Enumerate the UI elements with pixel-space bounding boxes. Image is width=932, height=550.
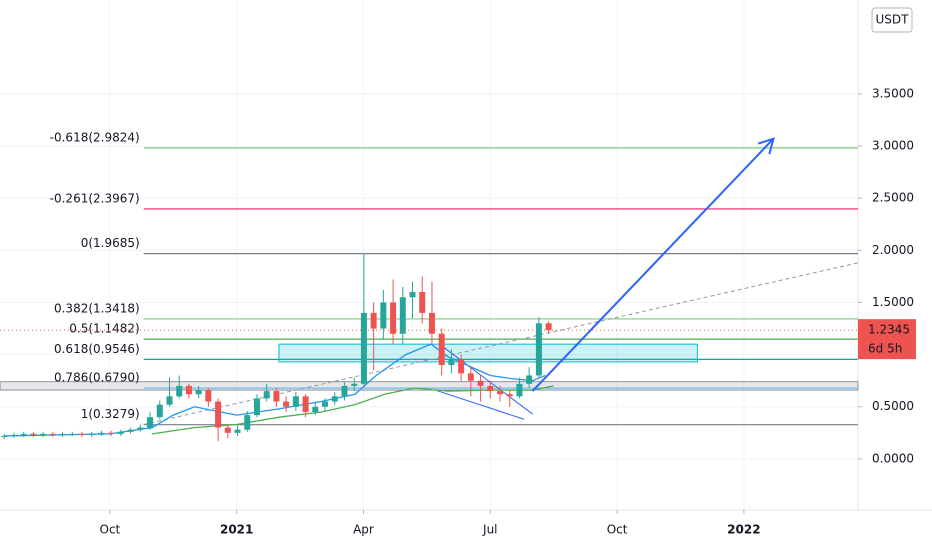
candle-body xyxy=(137,427,144,430)
zone-box xyxy=(278,343,698,363)
candle-body xyxy=(292,396,299,407)
candle-body xyxy=(1,435,8,437)
fib-label: -0.618(2.9824) xyxy=(50,130,140,144)
candle-body xyxy=(215,401,222,428)
candle-body xyxy=(273,391,280,402)
y-tick-label: 0.0000 xyxy=(872,451,914,465)
candle-body xyxy=(78,433,85,435)
candle-body xyxy=(108,432,115,434)
candle-body xyxy=(487,385,494,392)
candle-body xyxy=(49,433,56,435)
candle-body xyxy=(59,433,66,435)
candle-body xyxy=(156,404,163,418)
candle-body xyxy=(147,417,154,428)
support-zone xyxy=(0,381,859,391)
candle-body xyxy=(195,390,202,395)
candle-body xyxy=(263,391,270,399)
candle-body xyxy=(10,434,17,436)
x-tick-label: Apr xyxy=(353,523,374,537)
candle-body xyxy=(302,396,309,412)
candle-body xyxy=(428,312,435,334)
candle-body xyxy=(360,312,367,384)
candle-body xyxy=(244,415,251,430)
candle-body xyxy=(30,433,37,435)
fib-label: 0.5(1.1482) xyxy=(69,322,139,336)
candle-body xyxy=(448,359,455,366)
candle-body xyxy=(545,323,552,331)
candle-body xyxy=(497,391,504,395)
candle-body xyxy=(331,396,338,402)
candle-body xyxy=(166,396,173,405)
fib-label: 0.382(1.3418) xyxy=(54,301,140,315)
x-tick-label: Oct xyxy=(607,523,628,537)
candle-body xyxy=(224,427,231,433)
candle-body xyxy=(205,390,212,402)
candle-body xyxy=(467,373,474,381)
candle-body xyxy=(234,429,241,433)
candle-body xyxy=(438,333,445,366)
candle-body xyxy=(185,385,192,395)
x-tick-label: 2021 xyxy=(220,523,253,537)
candle-body xyxy=(380,302,387,329)
candle-body xyxy=(458,359,465,374)
moving-average xyxy=(152,385,554,435)
candle-body xyxy=(516,383,523,397)
candle-body xyxy=(98,432,105,434)
last-price-box xyxy=(858,319,916,360)
arrow-head xyxy=(757,137,775,155)
y-tick-label: 1.5000 xyxy=(872,295,914,309)
candle-body xyxy=(322,401,329,407)
candle-body xyxy=(127,429,134,432)
candle-body xyxy=(283,401,290,407)
trend-line xyxy=(143,262,859,425)
candle-body xyxy=(390,302,397,334)
y-tick-label: 3.0000 xyxy=(872,139,914,153)
countdown-label: 6d 5h xyxy=(868,342,902,356)
candle-body xyxy=(312,406,319,412)
candle-body xyxy=(341,385,348,397)
last-price-label: 1.2345 xyxy=(868,323,910,337)
fib-label: 0(1.9685) xyxy=(81,236,140,250)
currency-badge[interactable] xyxy=(871,7,913,33)
fib-label: 0.786(0.6790) xyxy=(54,371,140,385)
currency-label: USDT xyxy=(876,13,910,27)
y-tick-label: 2.0000 xyxy=(872,243,914,257)
candle-body xyxy=(477,380,484,386)
projection-arrow xyxy=(531,138,775,392)
wedge-line xyxy=(439,343,533,415)
y-tick-label: 0.5000 xyxy=(872,399,914,413)
candle-body xyxy=(419,292,426,313)
candle-body xyxy=(117,431,124,434)
x-tick-label: 2022 xyxy=(727,523,760,537)
x-tick-label: Oct xyxy=(100,523,121,537)
candle-body xyxy=(351,383,358,386)
candle-body xyxy=(40,433,47,435)
candle-body xyxy=(506,394,513,397)
candle-body xyxy=(370,312,377,329)
candle-body xyxy=(526,375,533,384)
candle-body xyxy=(535,323,542,376)
fib-label: 0.618(0.9546) xyxy=(54,342,140,356)
moving-average xyxy=(4,343,546,437)
candle-body xyxy=(399,297,406,334)
candle-body xyxy=(69,433,76,435)
fib-label: 1(0.3279) xyxy=(81,407,140,421)
candle-body xyxy=(176,385,183,397)
candle-body xyxy=(20,433,27,435)
candle-body xyxy=(88,433,95,435)
y-tick-label: 2.5000 xyxy=(872,191,914,205)
x-tick-label: Jul xyxy=(482,523,497,537)
candle-body xyxy=(253,398,260,416)
candle-body xyxy=(409,292,416,298)
fib-label: -0.261(2.3967) xyxy=(50,191,140,205)
wedge-line xyxy=(435,389,525,420)
y-tick-label: 3.5000 xyxy=(872,86,914,100)
